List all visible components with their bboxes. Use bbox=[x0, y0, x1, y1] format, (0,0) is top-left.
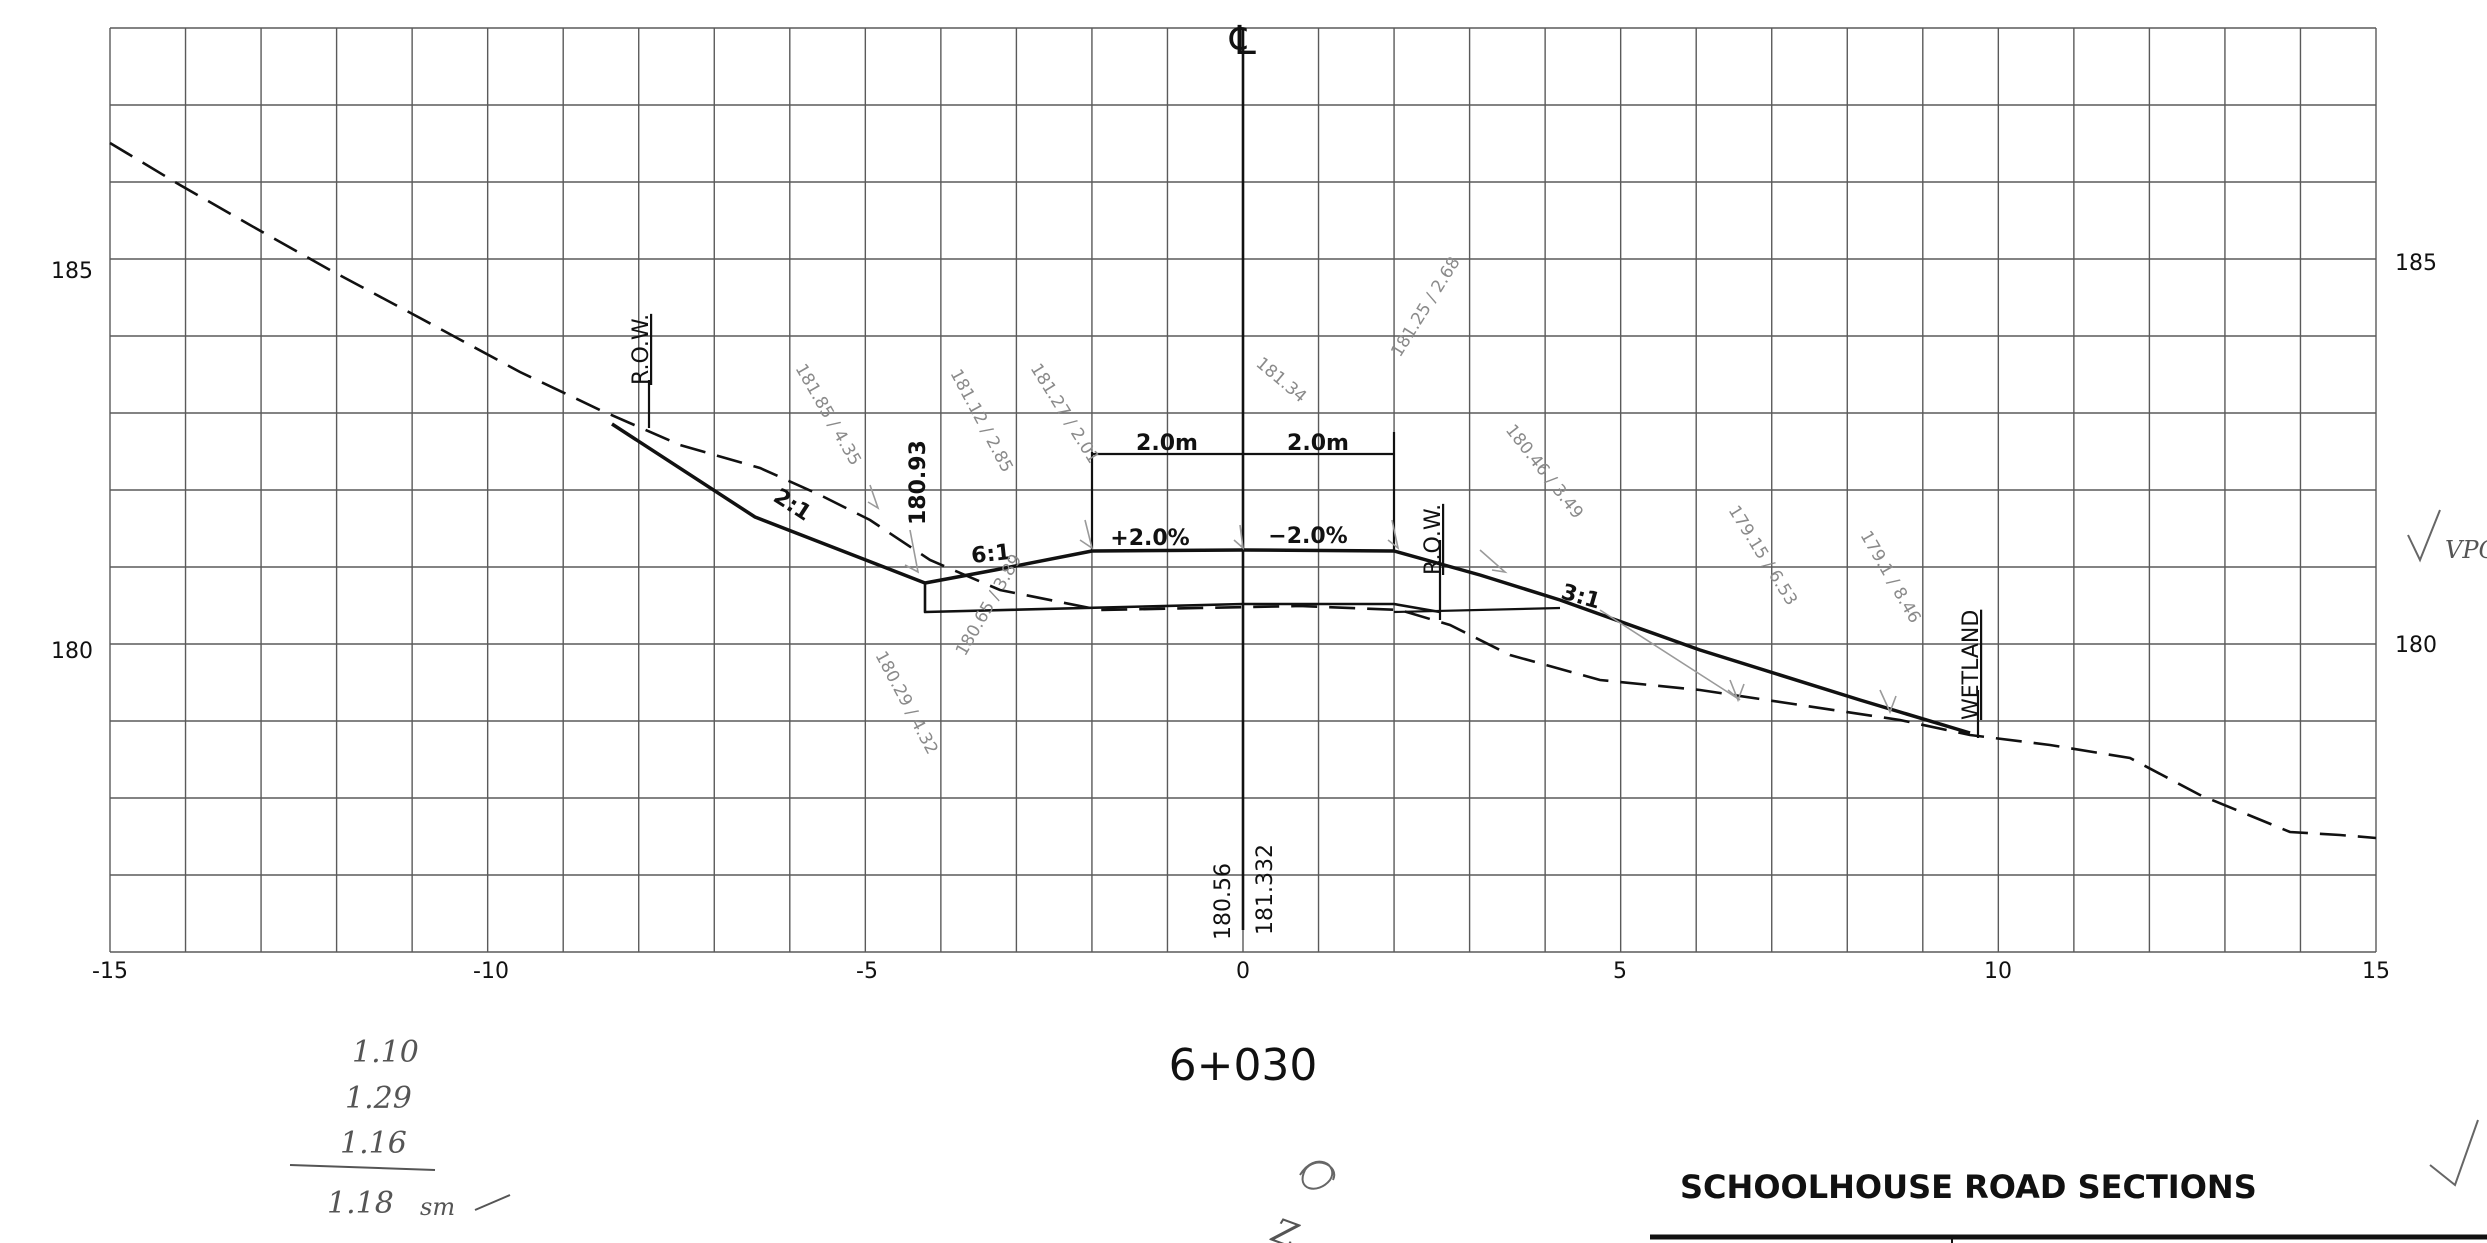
survey-note: 180.46 / 3.49 bbox=[1501, 421, 1587, 523]
scribble-mark bbox=[1299, 1160, 1336, 1190]
handwritten-scribble: Z bbox=[1266, 1211, 1304, 1243]
x-tick-label: -10 bbox=[473, 959, 509, 984]
check-mark bbox=[2407, 509, 2441, 563]
survey-note: 181.34 bbox=[1252, 354, 1310, 408]
wetland-label: WETLAND bbox=[1959, 610, 1984, 720]
survey-note: 180.29 / 4.32 bbox=[871, 648, 942, 758]
x-tick-label: -15 bbox=[92, 959, 128, 984]
existing-centerline-elevation: 180.56 bbox=[1211, 863, 1236, 940]
x-tick-label: 5 bbox=[1613, 959, 1627, 984]
station-label: 6+030 bbox=[1169, 1040, 1318, 1091]
x-tick-label: 15 bbox=[2362, 959, 2390, 984]
title-block: SCHOOLHOUSE ROAD SECTIONS bbox=[1650, 1168, 2487, 1243]
check-mark bbox=[2429, 1119, 2479, 1187]
survey-note: 179.1 / 8.46 bbox=[1856, 528, 1925, 627]
y-axis-labels: 185 180 185 180 bbox=[51, 251, 2437, 664]
width-left-label: 2.0m bbox=[1136, 431, 1198, 456]
leader-arrows bbox=[867, 484, 1897, 715]
section-grid bbox=[109, 27, 2377, 953]
row-label-left: R.O.W. bbox=[629, 314, 654, 385]
margin-note: VPC bbox=[2445, 536, 2487, 564]
slope-3-1-label: 3:1 bbox=[1558, 580, 1603, 615]
x-tick-label: 0 bbox=[1236, 959, 1250, 984]
x-tick-label: -5 bbox=[856, 959, 878, 984]
x-axis-labels: -15 -10 -5 0 5 10 15 bbox=[92, 959, 2390, 984]
handwritten-value: 1.10 bbox=[352, 1035, 419, 1070]
survey-note: 181.25 / 2.68 bbox=[1387, 253, 1464, 360]
slope-6-1-label: 6:1 bbox=[970, 540, 1012, 569]
handwritten-calculation: 1.10 1.29 1.16 1.18 sm bbox=[289, 1035, 511, 1221]
grade-left-label: +2.0% bbox=[1110, 526, 1189, 551]
y-tick-label-left: 185 bbox=[51, 259, 93, 284]
survey-note: 181.12 / 2.85 bbox=[946, 366, 1017, 476]
survey-note: 181.85 / 4.35 bbox=[791, 361, 865, 470]
grade-right-label: −2.0% bbox=[1268, 524, 1347, 549]
handwritten-value: 1.29 bbox=[345, 1081, 412, 1116]
handwritten-total: 1.18 bbox=[327, 1186, 394, 1221]
row-label-right: R.O.W. bbox=[1421, 504, 1446, 575]
width-right-label: 2.0m bbox=[1287, 431, 1349, 456]
sheet-title: SCHOOLHOUSE ROAD SECTIONS bbox=[1680, 1168, 2257, 1206]
ditch-elevation: 180.93 bbox=[906, 440, 931, 525]
survey-note: 179.15 / 6.53 bbox=[1724, 502, 1801, 609]
survey-annotations: 181.85 / 4.35 181.12 / 2.85 181.27 / 2.0… bbox=[791, 253, 1925, 757]
handwritten-initials: sm bbox=[420, 1193, 455, 1221]
handwritten-value: 1.16 bbox=[340, 1126, 407, 1161]
x-tick-label: 10 bbox=[1984, 959, 2012, 984]
y-tick-label-left: 180 bbox=[51, 639, 93, 664]
y-tick-label-right: 185 bbox=[2395, 251, 2437, 276]
design-section bbox=[611, 30, 1980, 930]
design-centerline-elevation: 181.332 bbox=[1253, 844, 1278, 935]
y-tick-label-right: 180 bbox=[2395, 633, 2437, 658]
